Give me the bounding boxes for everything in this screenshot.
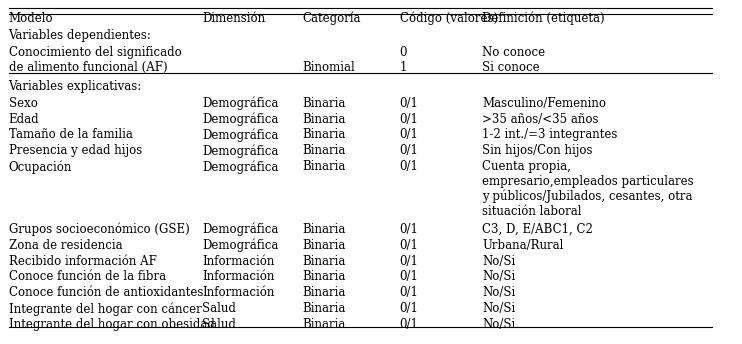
Text: 0/1: 0/1 [399, 144, 418, 157]
Text: No/Si: No/Si [482, 270, 515, 283]
Text: Demográfica: Demográfica [203, 144, 279, 158]
Text: Información: Información [203, 286, 275, 299]
Text: No conoce: No conoce [482, 46, 545, 59]
Text: 0/1: 0/1 [399, 286, 418, 299]
Text: >35 años/<35 años: >35 años/<35 años [482, 112, 599, 126]
Text: Binaria: Binaria [303, 128, 346, 141]
Text: situación laboral: situación laboral [482, 205, 582, 218]
Text: Conoce función de la fibra: Conoce función de la fibra [9, 270, 165, 283]
Text: Variables explicativas:: Variables explicativas: [9, 80, 142, 94]
Text: 0/1: 0/1 [399, 318, 418, 331]
Text: Binaria: Binaria [303, 302, 346, 315]
Text: Binaria: Binaria [303, 160, 346, 173]
Text: 0/1: 0/1 [399, 302, 418, 315]
Text: No/Si: No/Si [482, 302, 515, 315]
Text: Binaria: Binaria [303, 318, 346, 331]
Text: No/Si: No/Si [482, 255, 515, 268]
Text: 0/1: 0/1 [399, 239, 418, 252]
Text: Binomial: Binomial [303, 61, 355, 74]
Text: 0/1: 0/1 [399, 128, 418, 141]
Text: Definición (etiqueta): Definición (etiqueta) [482, 12, 605, 25]
Text: No/Si: No/Si [482, 318, 515, 331]
Text: Código (valores): Código (valores) [399, 12, 498, 25]
Text: Demográfica: Demográfica [203, 128, 279, 142]
Text: Recibido información AF: Recibido información AF [9, 255, 157, 268]
Text: Integrante del hogar con cáncer: Integrante del hogar con cáncer [9, 302, 201, 316]
Text: Binaria: Binaria [303, 286, 346, 299]
Text: Categoría: Categoría [303, 12, 361, 25]
Text: 0/1: 0/1 [399, 160, 418, 173]
Text: Binaria: Binaria [303, 223, 346, 236]
Text: 0/1: 0/1 [399, 223, 418, 236]
Text: de alimento funcional (AF): de alimento funcional (AF) [9, 61, 167, 74]
Text: Masculino/Femenino: Masculino/Femenino [482, 97, 606, 110]
Text: 0/1: 0/1 [399, 270, 418, 283]
Text: Variables dependientes:: Variables dependientes: [9, 30, 151, 42]
Text: C3, D, E/ABC1, C2: C3, D, E/ABC1, C2 [482, 223, 593, 236]
Text: empresario,empleados particulares: empresario,empleados particulares [482, 175, 694, 188]
Text: Demográfica: Demográfica [203, 160, 279, 174]
Text: Si conoce: Si conoce [482, 61, 539, 74]
Text: y públicos/Jubilados, cesantes, otra: y públicos/Jubilados, cesantes, otra [482, 190, 692, 203]
Text: Modelo: Modelo [9, 12, 53, 25]
Text: Conocimiento del significado: Conocimiento del significado [9, 46, 181, 59]
Text: Salud: Salud [203, 302, 236, 315]
Text: Presencia y edad hijos: Presencia y edad hijos [9, 144, 142, 157]
Text: Demográfica: Demográfica [203, 223, 279, 236]
Text: Grupos socioeconómico (GSE): Grupos socioeconómico (GSE) [9, 223, 189, 236]
Text: Demográfica: Demográfica [203, 97, 279, 110]
Text: Información: Información [203, 255, 275, 268]
Text: Dimensión: Dimensión [203, 12, 266, 25]
Text: Demográfica: Demográfica [203, 239, 279, 252]
Text: Edad: Edad [9, 112, 39, 126]
Text: Conoce función de antioxidantes: Conoce función de antioxidantes [9, 286, 203, 299]
Text: 0: 0 [399, 46, 407, 59]
Text: Información: Información [203, 270, 275, 283]
Text: Urbana/Rural: Urbana/Rural [482, 239, 563, 252]
Text: Ocupación: Ocupación [9, 160, 72, 174]
Text: 0/1: 0/1 [399, 112, 418, 126]
Text: Sexo: Sexo [9, 97, 37, 110]
Text: 1-2 int./=3 integrantes: 1-2 int./=3 integrantes [482, 128, 617, 141]
Text: Zona de residencia: Zona de residencia [9, 239, 122, 252]
Text: No/Si: No/Si [482, 286, 515, 299]
Text: Sin hijos/Con hijos: Sin hijos/Con hijos [482, 144, 593, 157]
Text: Binaria: Binaria [303, 144, 346, 157]
Text: Demográfica: Demográfica [203, 112, 279, 126]
Text: Salud: Salud [203, 318, 236, 331]
Text: Tamaño de la familia: Tamaño de la familia [9, 128, 132, 141]
Text: 0/1: 0/1 [399, 97, 418, 110]
Text: Binaria: Binaria [303, 112, 346, 126]
Text: Cuenta propia,: Cuenta propia, [482, 160, 571, 173]
Text: Integrante del hogar con obesidad: Integrante del hogar con obesidad [9, 318, 214, 331]
Text: 0/1: 0/1 [399, 255, 418, 268]
Text: 1: 1 [399, 61, 407, 74]
Text: Binaria: Binaria [303, 270, 346, 283]
Text: Binaria: Binaria [303, 255, 346, 268]
Text: Binaria: Binaria [303, 97, 346, 110]
Text: Binaria: Binaria [303, 239, 346, 252]
